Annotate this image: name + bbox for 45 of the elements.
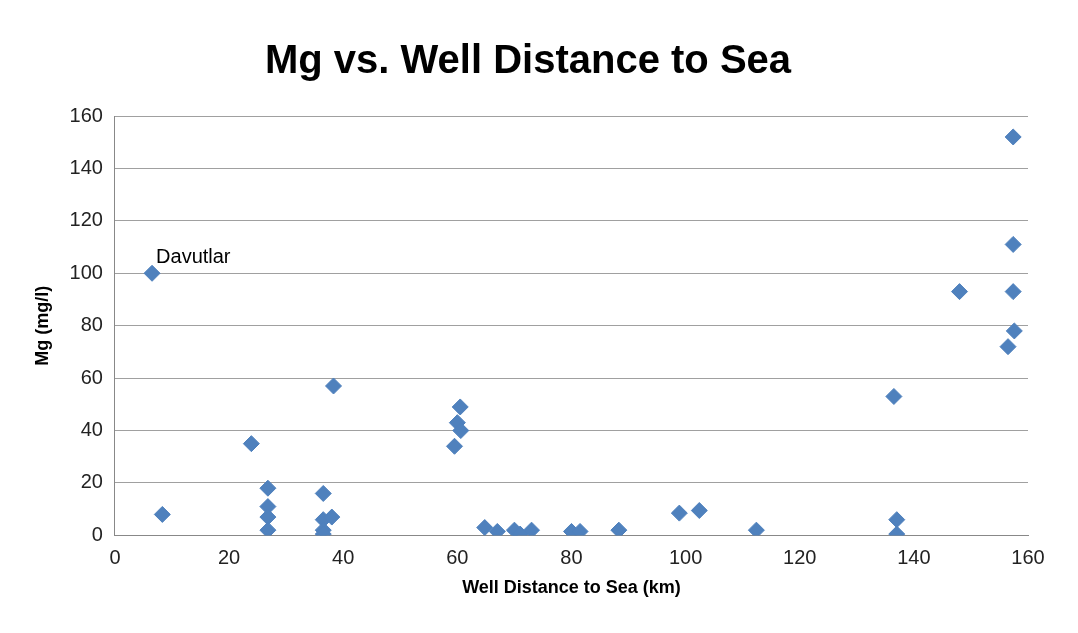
point: [451, 398, 469, 416]
point: [670, 504, 688, 522]
y-tick-label: 120: [69, 208, 103, 231]
y-axis-title: Mg (mg/l): [31, 285, 52, 366]
point: [1005, 322, 1023, 340]
y-tick-label: 60: [80, 365, 103, 388]
y-tick-label: 40: [80, 418, 103, 441]
x-axis-title: Well Distance to Sea (km): [462, 577, 681, 598]
y-tick-label: 20: [80, 470, 103, 493]
y-tick-label: 0: [91, 522, 103, 545]
x-tick-label: 0: [109, 545, 121, 568]
point: [325, 377, 343, 395]
point: [1004, 235, 1022, 253]
y-tick-label: 160: [69, 103, 103, 126]
x-tick-label: 160: [1011, 545, 1045, 568]
chart-title: Mg vs. Well Distance to Sea: [264, 37, 792, 82]
point: [885, 387, 903, 405]
point: [314, 484, 332, 502]
point: [999, 338, 1017, 356]
point: [951, 283, 969, 301]
point: [446, 437, 463, 455]
point: [153, 505, 171, 523]
point: [259, 479, 277, 497]
x-tick-label: 60: [446, 545, 469, 568]
point: [523, 521, 541, 536]
point: [1004, 283, 1022, 301]
y-tick-label: 100: [69, 260, 103, 283]
x-tick-label: 40: [332, 545, 355, 568]
point: [476, 519, 494, 536]
point: [242, 435, 260, 453]
point: [1004, 128, 1022, 146]
x-tick-label: 20: [217, 545, 241, 568]
point: [690, 502, 708, 519]
y-tick-label: 80: [80, 313, 103, 336]
point: [143, 264, 161, 282]
x-tick-label: 80: [560, 545, 583, 568]
annotation: Davutlar: [156, 244, 231, 267]
point: [610, 521, 628, 536]
point: [888, 511, 906, 529]
point: [259, 521, 277, 536]
x-tick-label: 120: [783, 545, 817, 568]
y-tick-label: 140: [69, 155, 103, 178]
x-tick-label: 140: [897, 545, 931, 568]
point: [747, 521, 765, 536]
x-tick-label: 100: [668, 545, 703, 568]
